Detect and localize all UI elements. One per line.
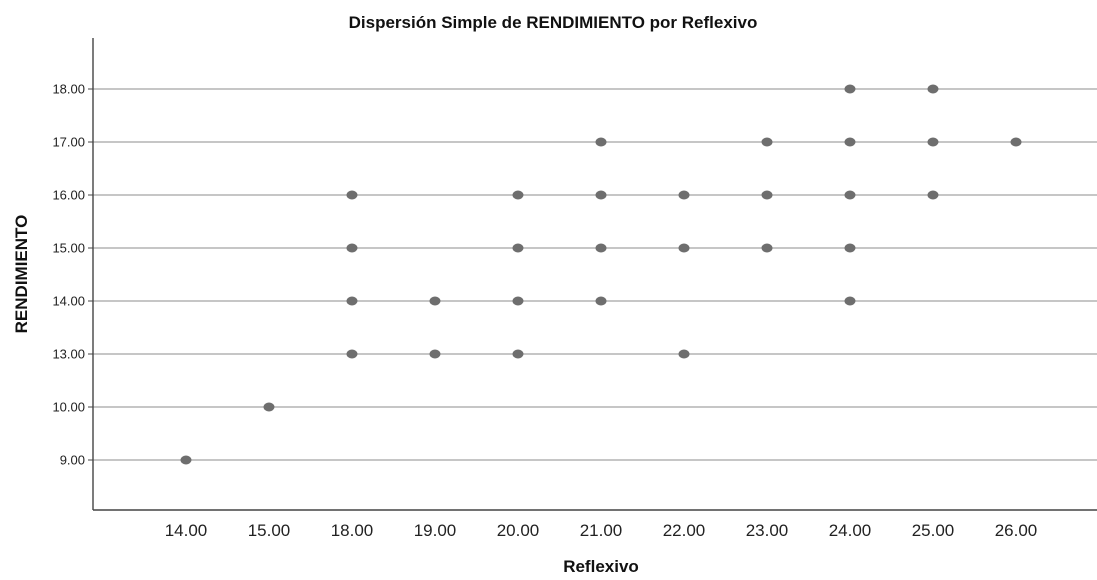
y-tick-label-6: 17.00 — [52, 135, 85, 150]
data-point-14 — [595, 190, 607, 200]
data-point-13 — [595, 243, 607, 253]
data-point-3 — [346, 296, 358, 306]
x-tick-label-2: 18.00 — [331, 521, 374, 540]
x-tick-label-6: 22.00 — [663, 521, 706, 540]
data-point-17 — [678, 243, 690, 253]
data-point-15 — [595, 137, 607, 147]
y-axis-label: RENDIMIENTO — [12, 215, 31, 334]
x-tick-label-3: 19.00 — [414, 521, 457, 540]
data-point-21 — [761, 137, 773, 147]
data-point-20 — [761, 190, 773, 200]
data-point-22 — [844, 296, 856, 306]
x-tick-label-10: 26.00 — [995, 521, 1038, 540]
data-point-30 — [1010, 137, 1022, 147]
y-tick-label-7: 18.00 — [52, 82, 85, 97]
data-point-1 — [263, 402, 275, 412]
data-point-23 — [844, 243, 856, 253]
data-points — [180, 84, 1022, 465]
data-point-0 — [180, 455, 192, 465]
y-tick-label-0: 9.00 — [60, 453, 85, 468]
data-point-27 — [927, 190, 939, 200]
data-point-7 — [429, 296, 441, 306]
y-tick-label-2: 13.00 — [52, 347, 85, 362]
data-point-10 — [512, 243, 524, 253]
x-tick-label-0: 14.00 — [165, 521, 208, 540]
data-point-24 — [844, 190, 856, 200]
data-point-11 — [512, 190, 524, 200]
data-point-18 — [678, 190, 690, 200]
x-tick-label-1: 15.00 — [248, 521, 291, 540]
data-point-8 — [512, 349, 524, 359]
x-tick-label-8: 24.00 — [829, 521, 872, 540]
data-point-9 — [512, 296, 524, 306]
y-tick-label-1: 10.00 — [52, 400, 85, 415]
data-point-16 — [678, 349, 690, 359]
data-point-26 — [844, 84, 856, 94]
axes — [92, 38, 1097, 511]
data-point-12 — [595, 296, 607, 306]
x-tick-label-4: 20.00 — [497, 521, 540, 540]
x-axis-label: Reflexivo — [563, 557, 639, 575]
data-point-28 — [927, 137, 939, 147]
data-point-19 — [761, 243, 773, 253]
x-tick-label-7: 23.00 — [746, 521, 789, 540]
data-point-6 — [429, 349, 441, 359]
data-point-2 — [346, 349, 358, 359]
x-tick-label-5: 21.00 — [580, 521, 623, 540]
data-point-29 — [927, 84, 939, 94]
data-point-25 — [844, 137, 856, 147]
y-tick-labels: 9.00 10.00 13.00 14.00 15.00 16.00 17.00 18.00 — [52, 82, 85, 468]
x-tick-labels: 14.00 15.00 18.00 19.00 20.00 21.00 22.00 23.00… — [165, 521, 1038, 540]
y-tick-label-5: 16.00 — [52, 188, 85, 203]
y-tick-label-3: 14.00 — [52, 294, 85, 309]
gridlines — [88, 88, 1097, 461]
x-tick-label-9: 25.00 — [912, 521, 955, 540]
chart-title: Dispersión Simple de RENDIMIENTO por Ref… — [349, 13, 758, 32]
y-tick-label-4: 15.00 — [52, 241, 85, 256]
data-point-5 — [346, 190, 358, 200]
data-point-4 — [346, 243, 358, 253]
